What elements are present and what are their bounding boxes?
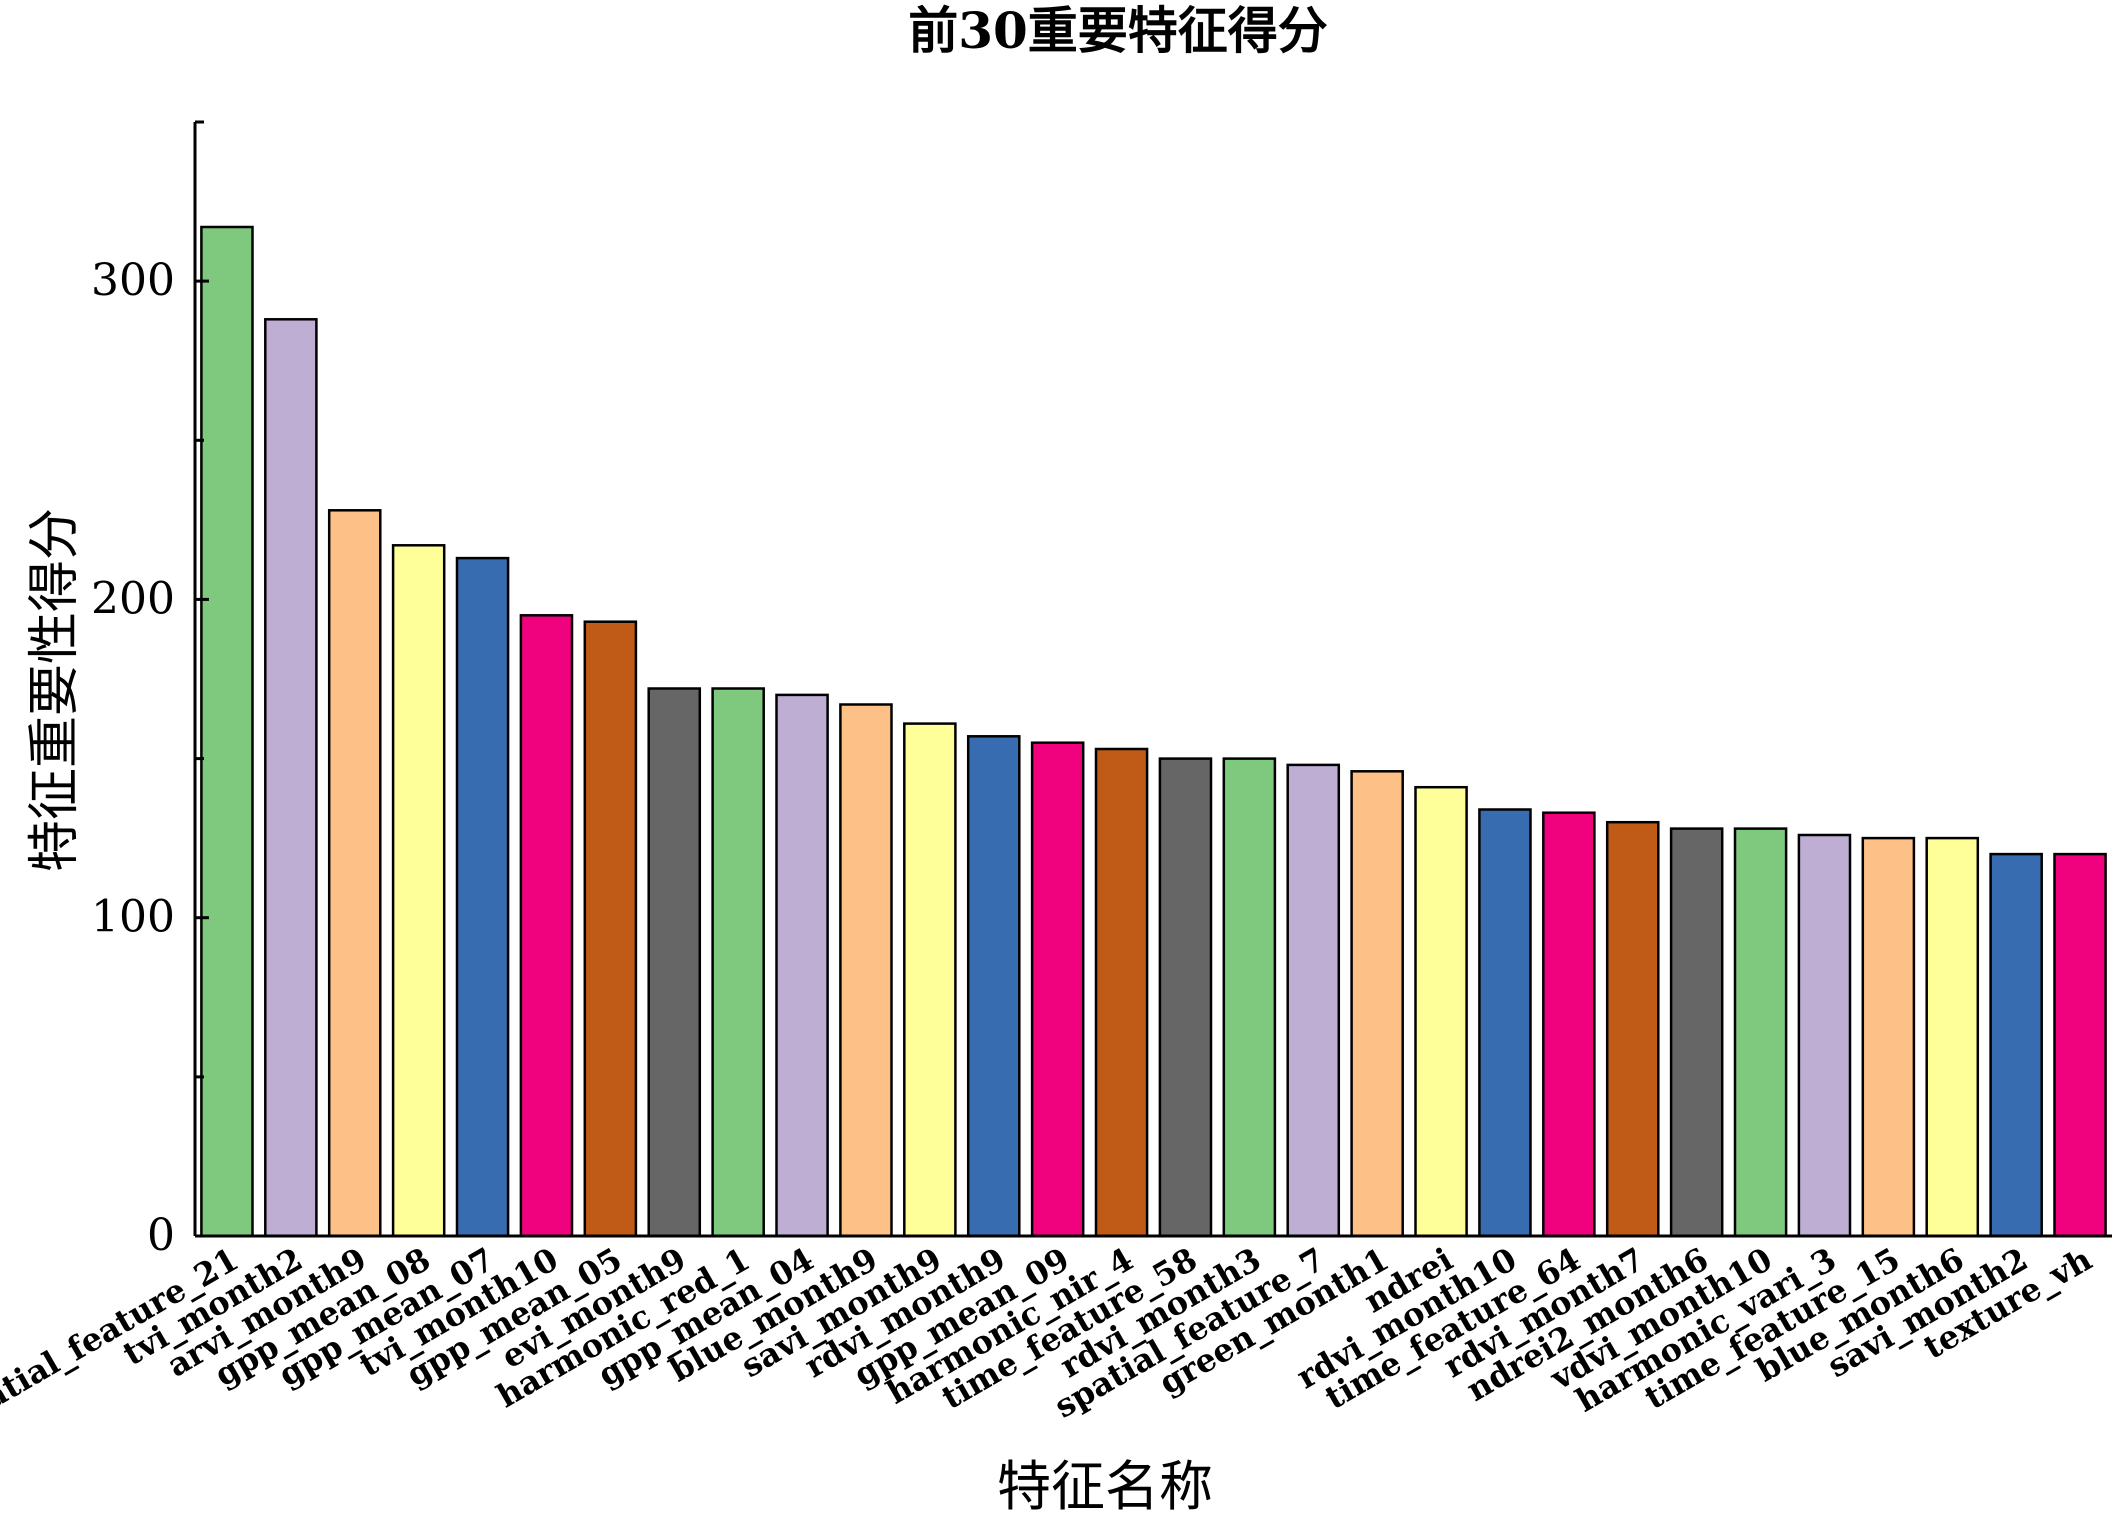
bar-texture_vh xyxy=(2053,852,2107,1238)
bar-harmonic_red_1 xyxy=(711,687,765,1238)
bar-gpp_mean_09 xyxy=(1030,741,1085,1238)
y-tick-label: 100 xyxy=(91,892,175,943)
axes-group: 0 100 200 300 xyxy=(91,120,2112,1261)
y-tick-label: 300 xyxy=(91,255,175,306)
bar-arvi_month9 xyxy=(327,509,382,1238)
bar-rdvi_month3 xyxy=(1222,757,1277,1238)
bar-gpp_mean_07 xyxy=(455,556,510,1238)
bar-harmonic_nir_4 xyxy=(1094,747,1149,1238)
bar-spatial_feature_21 xyxy=(200,225,254,1238)
bar-gpp_mean_04 xyxy=(775,693,829,1238)
bar-time_feature_58 xyxy=(1158,757,1213,1238)
bar-tvi_month2 xyxy=(264,318,318,1238)
bar-blue_month6 xyxy=(1925,836,1980,1238)
bar-gpp_mean_08 xyxy=(391,544,446,1238)
bar-savi_month2 xyxy=(1989,852,2043,1238)
bar-rdvi_month7 xyxy=(1605,820,1660,1238)
bar-blue_month9 xyxy=(839,703,893,1238)
bar-gpp_mean_05 xyxy=(583,620,638,1238)
bar-rdvi_month10 xyxy=(1478,808,1532,1238)
bar-savi_month9 xyxy=(903,722,957,1238)
y-axis-label: 特征重要性得分 xyxy=(25,508,85,872)
chart-title: 前30重要特征得分 xyxy=(908,1,1328,60)
bar-vdvi_month10 xyxy=(1733,827,1788,1238)
bar-ndrei2_month6 xyxy=(1669,827,1724,1238)
x-tick-labels: spatial_feature_21tvi_month2arvi_month9g… xyxy=(0,1240,2098,1437)
y-tick-label: 0 xyxy=(147,1210,175,1261)
bar-rdvi_month9 xyxy=(966,735,1021,1238)
bars-group xyxy=(200,225,2107,1238)
y-tick-label: 200 xyxy=(91,573,175,624)
bar-spatial_feature_7 xyxy=(1286,763,1341,1238)
bar-green_month1 xyxy=(1350,770,1404,1238)
bar-harmonic_vari_3 xyxy=(1797,833,1852,1238)
x-axis-label: 特征名称 xyxy=(997,1455,1213,1518)
bar-time_feature_15 xyxy=(1861,836,1916,1238)
bar-tvi_month10 xyxy=(519,614,574,1238)
bar-ndrei xyxy=(1414,785,1468,1238)
bar-evi_month9 xyxy=(647,687,702,1238)
bar-time_feature_64 xyxy=(1542,811,1596,1238)
